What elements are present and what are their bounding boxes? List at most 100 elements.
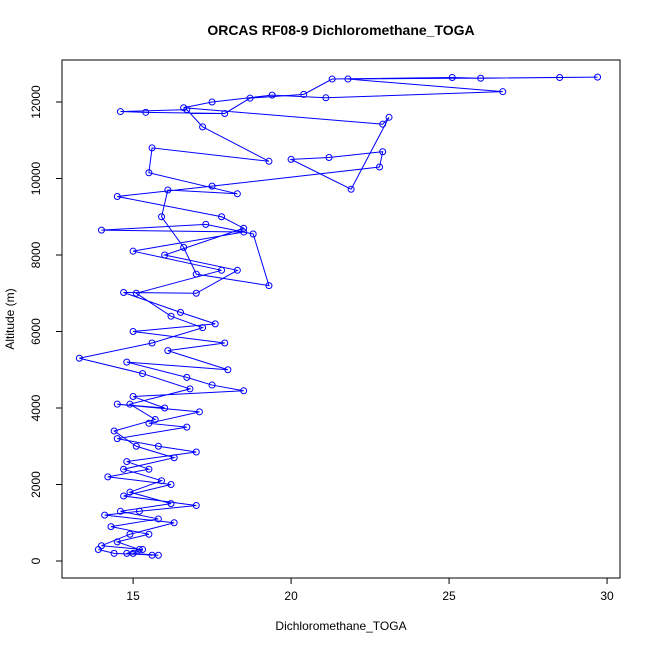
data-point xyxy=(148,339,156,347)
data-point xyxy=(120,492,128,500)
data-point xyxy=(192,502,200,510)
data-point xyxy=(145,465,153,473)
data-point xyxy=(186,385,194,393)
data-point xyxy=(322,94,330,102)
data-point xyxy=(120,288,128,296)
data-point xyxy=(180,243,188,251)
data-point xyxy=(499,88,507,96)
x-tick-label: 15 xyxy=(126,589,140,603)
data-point xyxy=(328,75,336,83)
data-point xyxy=(199,324,207,332)
data-point xyxy=(221,109,229,117)
data-point xyxy=(126,400,134,408)
data-point xyxy=(113,192,121,200)
data-point xyxy=(300,90,308,98)
data-point xyxy=(129,328,137,336)
data-point xyxy=(110,549,118,557)
data-point xyxy=(167,481,175,489)
data-point xyxy=(249,230,257,238)
plot-frame xyxy=(61,59,621,579)
x-tick-label: 20 xyxy=(284,589,298,603)
data-point xyxy=(132,442,140,450)
data-point xyxy=(151,415,159,423)
data-point xyxy=(379,148,387,156)
y-tick-label: 6000 xyxy=(29,318,43,345)
data-point xyxy=(154,551,162,559)
y-tick-label: 4000 xyxy=(29,394,43,421)
data-point xyxy=(224,366,232,374)
y-tick-label: 2000 xyxy=(29,471,43,498)
data-point xyxy=(145,530,153,538)
data-point xyxy=(268,91,276,99)
y-axis-label: Altitude (m) xyxy=(3,288,17,349)
data-point xyxy=(158,213,166,221)
data-point xyxy=(448,74,456,82)
data-point xyxy=(142,108,150,116)
data-point xyxy=(170,454,178,462)
y-tick-label: 0 xyxy=(29,557,43,564)
data-point xyxy=(376,163,384,171)
data-point xyxy=(101,511,109,519)
data-point xyxy=(116,108,124,116)
x-axis-label: Dichloromethane_TOGA xyxy=(275,619,406,633)
data-point xyxy=(145,169,153,177)
data-point xyxy=(192,448,200,456)
data-point xyxy=(139,546,147,554)
data-point xyxy=(208,381,216,389)
data-point xyxy=(208,182,216,190)
data-point xyxy=(287,155,295,163)
data-point xyxy=(120,465,128,473)
data-point xyxy=(218,266,226,274)
data-point xyxy=(135,507,143,515)
data-point xyxy=(132,289,140,297)
data-point xyxy=(139,370,147,378)
data-point xyxy=(195,408,203,416)
data-point xyxy=(135,546,143,554)
data-point xyxy=(161,251,169,259)
data-point xyxy=(218,213,226,221)
y-tick-label: 8000 xyxy=(29,241,43,268)
data-point xyxy=(192,289,200,297)
data-point xyxy=(113,538,121,546)
data-point xyxy=(477,74,485,82)
data-point xyxy=(113,435,121,443)
data-point xyxy=(233,190,241,198)
data-point xyxy=(347,185,355,193)
data-point xyxy=(240,387,248,395)
data-point xyxy=(97,226,105,234)
data-point xyxy=(344,75,352,83)
y-tick-label: 12000 xyxy=(29,85,43,119)
data-point xyxy=(158,477,166,485)
data-point xyxy=(164,186,172,194)
data-point xyxy=(325,153,333,161)
data-point xyxy=(240,228,248,236)
x-tick-label: 25 xyxy=(442,589,456,603)
data-point xyxy=(221,339,229,347)
data-point xyxy=(116,507,124,515)
data-point xyxy=(123,358,131,366)
data-point xyxy=(154,515,162,523)
data-point xyxy=(379,120,387,128)
data-point xyxy=(94,546,102,554)
data-point xyxy=(265,282,273,290)
data-point xyxy=(110,427,118,435)
data-point xyxy=(192,270,200,278)
data-point xyxy=(123,458,131,466)
data-point xyxy=(167,500,175,508)
data-point xyxy=(126,530,134,538)
data-point xyxy=(556,74,564,82)
data-point xyxy=(107,523,115,531)
data-point xyxy=(129,549,137,557)
data-point xyxy=(176,308,184,316)
data-point xyxy=(183,373,191,381)
data-point xyxy=(265,157,273,165)
data-point xyxy=(145,419,153,427)
data-point xyxy=(126,488,134,496)
data-point xyxy=(129,247,137,255)
data-point xyxy=(167,312,175,320)
data-point xyxy=(385,113,393,121)
data-point xyxy=(240,224,248,232)
data-point xyxy=(246,94,254,102)
